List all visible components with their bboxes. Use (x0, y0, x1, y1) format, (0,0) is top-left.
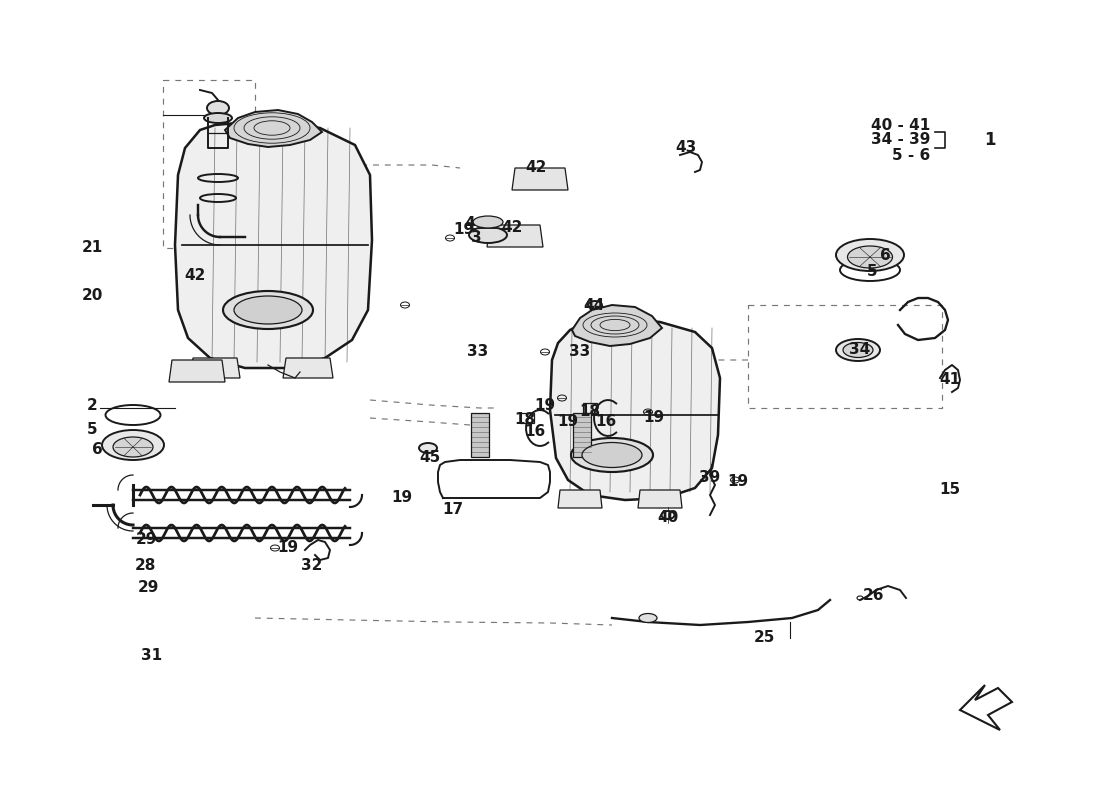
Polygon shape (226, 110, 322, 147)
Text: 19: 19 (727, 474, 749, 490)
Text: 15: 15 (939, 482, 960, 498)
Text: 25: 25 (754, 630, 774, 646)
Text: 18: 18 (515, 413, 536, 427)
Ellipse shape (102, 430, 164, 460)
Ellipse shape (571, 438, 653, 472)
Text: 1: 1 (984, 131, 996, 149)
Text: 3: 3 (471, 230, 482, 246)
Text: 19: 19 (277, 541, 298, 555)
Text: 19: 19 (558, 414, 579, 430)
Text: 42: 42 (526, 161, 547, 175)
Text: 45: 45 (419, 450, 441, 466)
Ellipse shape (847, 246, 892, 268)
Polygon shape (512, 168, 568, 190)
Text: 19: 19 (644, 410, 664, 426)
Text: 16: 16 (525, 425, 546, 439)
Polygon shape (190, 358, 240, 378)
Ellipse shape (588, 301, 602, 309)
Text: 41: 41 (939, 373, 960, 387)
Polygon shape (572, 305, 662, 346)
Text: 17: 17 (442, 502, 463, 518)
Text: 20: 20 (81, 287, 102, 302)
Ellipse shape (207, 101, 229, 115)
Text: 42: 42 (502, 221, 522, 235)
Ellipse shape (419, 443, 437, 453)
Text: 28: 28 (134, 558, 156, 573)
Ellipse shape (582, 442, 642, 467)
Polygon shape (169, 360, 226, 382)
Polygon shape (550, 318, 720, 500)
Ellipse shape (473, 216, 503, 228)
Text: 19: 19 (392, 490, 412, 506)
Text: 6: 6 (880, 247, 890, 262)
Text: 39: 39 (700, 470, 720, 486)
Text: 19: 19 (535, 398, 556, 413)
Ellipse shape (113, 437, 153, 457)
Polygon shape (487, 225, 543, 247)
Text: 31: 31 (142, 647, 163, 662)
Polygon shape (558, 490, 602, 508)
Text: 44: 44 (583, 298, 605, 314)
Text: 43: 43 (675, 141, 696, 155)
Text: 29: 29 (138, 581, 158, 595)
Text: 34: 34 (849, 342, 870, 358)
Text: 32: 32 (301, 558, 322, 573)
Text: 42: 42 (185, 267, 206, 282)
Text: 40: 40 (658, 510, 679, 526)
Text: 4: 4 (464, 215, 475, 230)
Text: 33: 33 (570, 345, 591, 359)
Polygon shape (638, 490, 682, 508)
Ellipse shape (204, 113, 232, 123)
Ellipse shape (843, 342, 873, 358)
Text: 40 - 41: 40 - 41 (871, 118, 930, 133)
Text: 34 - 39: 34 - 39 (870, 133, 930, 147)
Text: 2: 2 (87, 398, 98, 413)
Text: 26: 26 (862, 587, 883, 602)
Polygon shape (283, 358, 333, 378)
Polygon shape (573, 413, 591, 457)
Text: 6: 6 (91, 442, 102, 458)
Ellipse shape (836, 239, 904, 271)
Ellipse shape (469, 227, 507, 243)
Ellipse shape (639, 614, 657, 622)
Text: 5: 5 (867, 265, 878, 279)
Text: 5 - 6: 5 - 6 (892, 147, 929, 162)
Text: 5: 5 (87, 422, 97, 438)
Ellipse shape (234, 296, 302, 324)
Polygon shape (471, 413, 490, 457)
Polygon shape (175, 120, 372, 368)
Ellipse shape (836, 339, 880, 361)
Ellipse shape (223, 291, 314, 329)
Text: 29: 29 (135, 533, 156, 547)
Text: 19: 19 (453, 222, 474, 238)
Text: 21: 21 (81, 241, 102, 255)
Text: 16: 16 (595, 414, 617, 430)
Text: 18: 18 (580, 405, 601, 419)
Text: 33: 33 (468, 345, 488, 359)
